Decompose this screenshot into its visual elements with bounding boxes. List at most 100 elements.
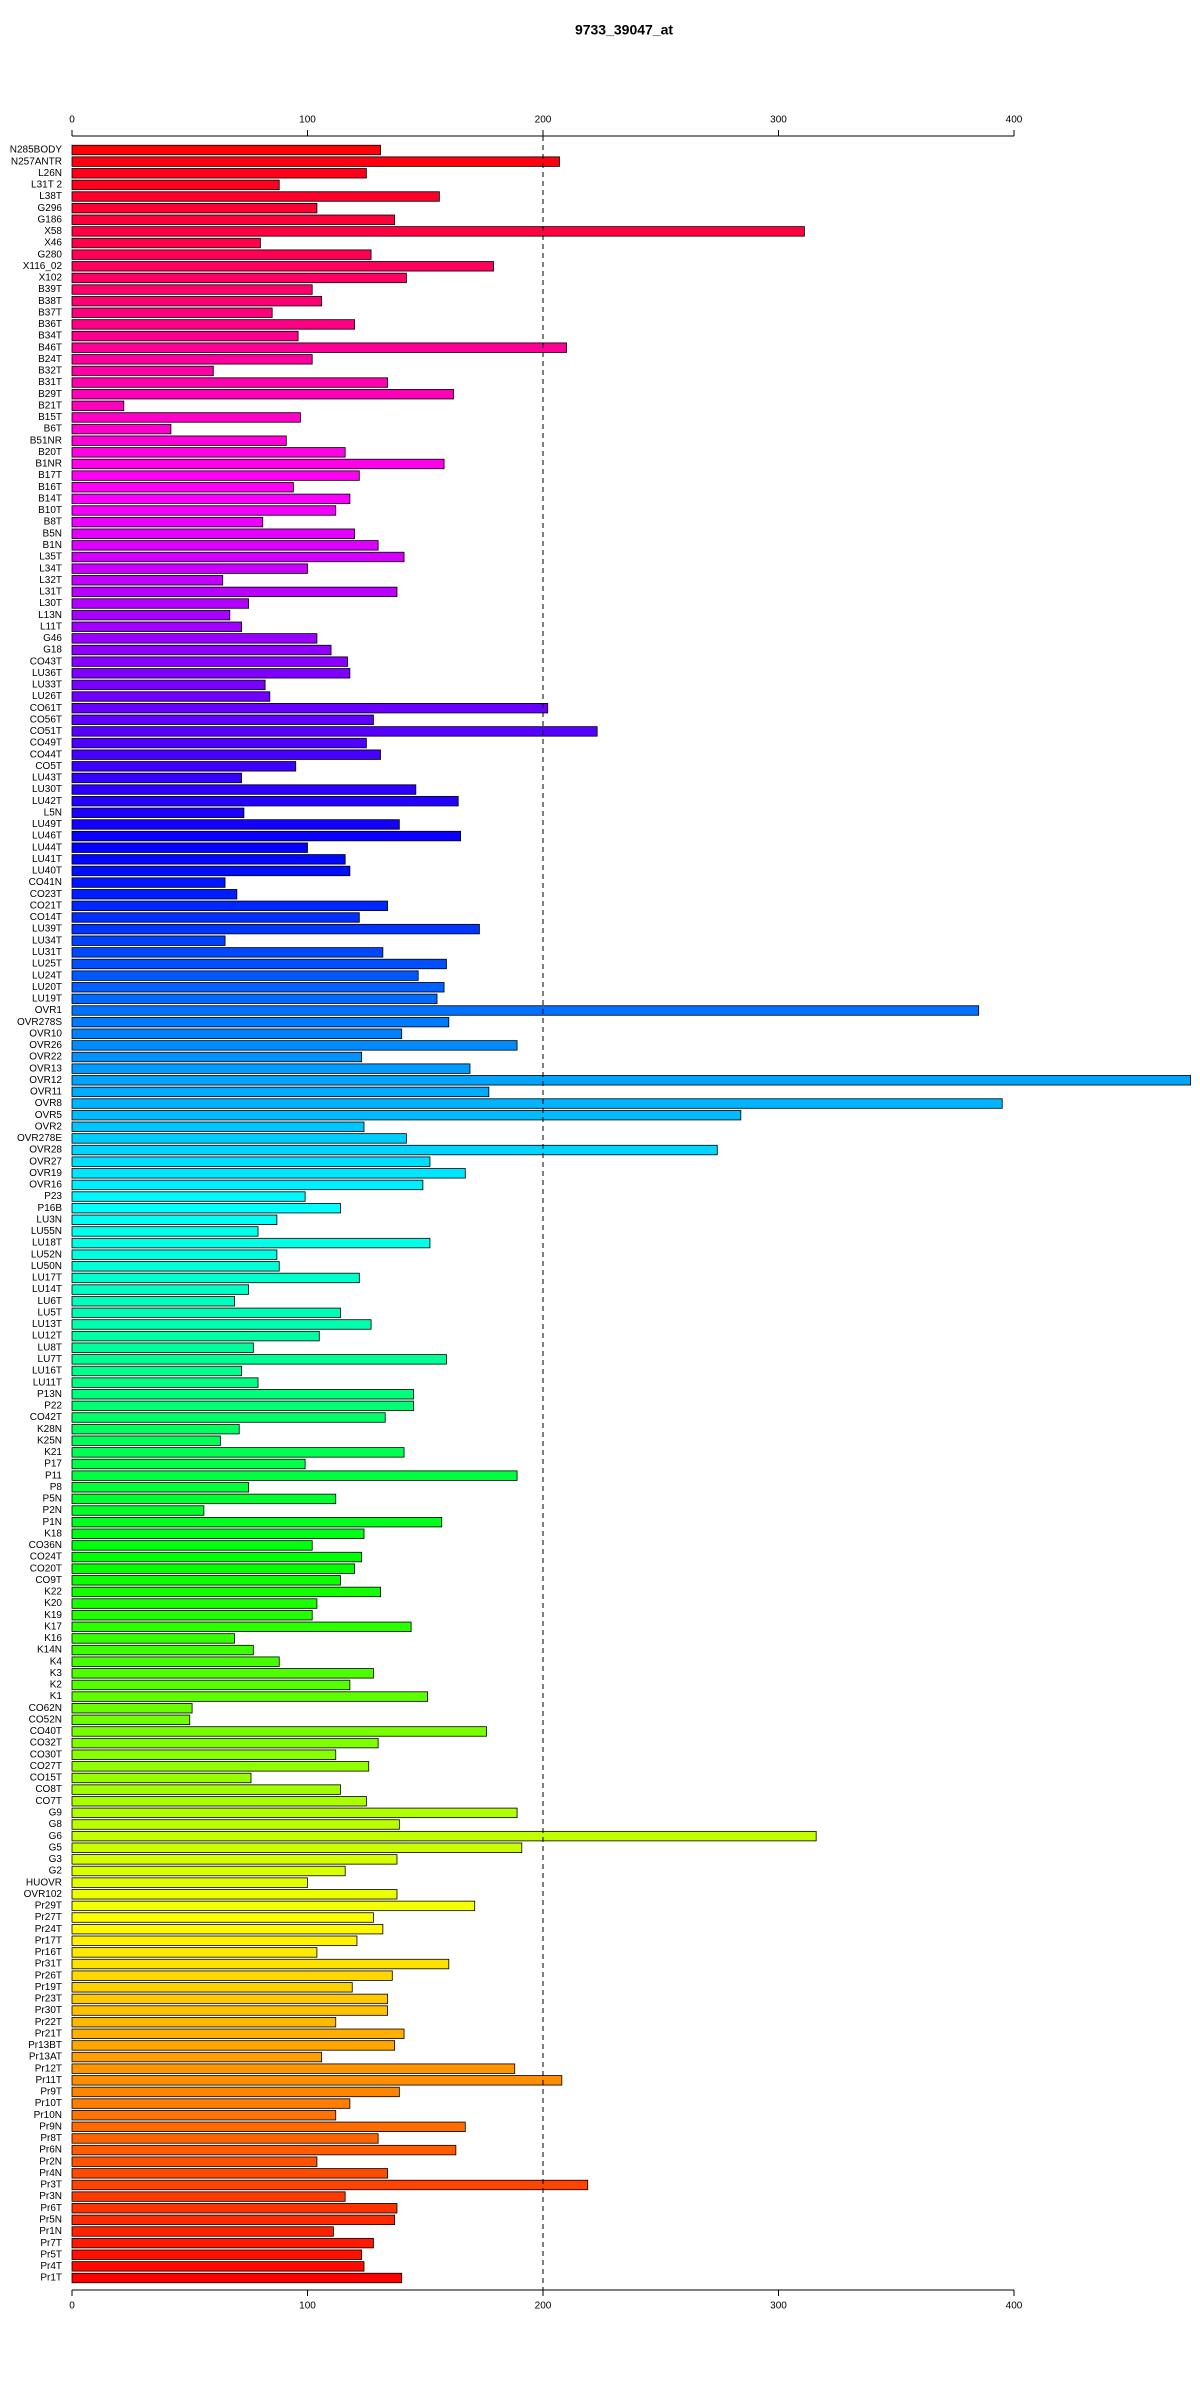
bar <box>71 307 273 318</box>
x-tick-label: 0 <box>69 2301 75 2312</box>
y-tick-label: Pr13BT <box>28 2040 62 2051</box>
y-tick-label: CO20T <box>30 1563 62 1574</box>
y-tick-label: K21 <box>44 1447 62 1458</box>
bar <box>71 1970 393 1981</box>
bar <box>71 2237 374 2249</box>
bar <box>71 1714 191 1726</box>
y-tick-label: X102 <box>39 273 63 284</box>
bar <box>71 1540 313 1551</box>
y-tick-label: K19 <box>44 1610 62 1621</box>
y-tick-label: HUOVR <box>26 1877 62 1888</box>
bar <box>71 2040 396 2051</box>
bar <box>71 1423 240 1435</box>
y-tick-label: P1N <box>43 1517 62 1528</box>
y-tick-label: LU19T <box>32 994 62 1005</box>
bar <box>71 842 308 853</box>
y-tick-label: Pr4T <box>40 2261 62 2272</box>
bar <box>71 1830 817 1842</box>
y-tick-label: Pr7T <box>40 2238 62 2249</box>
bar <box>71 1214 278 1225</box>
bar <box>71 1761 370 1772</box>
y-tick-label: OVR11 <box>30 1087 62 1098</box>
bar <box>71 1993 388 2005</box>
bar <box>71 1168 466 1179</box>
bar <box>71 1598 318 1609</box>
y-tick-label: L35T <box>39 552 62 563</box>
y-tick-label: B36T <box>38 319 62 330</box>
y-tick-label: B34T <box>38 331 62 342</box>
y-tick-label: L31T 2 <box>31 180 62 191</box>
bar <box>71 1458 306 1470</box>
bar <box>71 1563 356 1574</box>
y-tick-label: L32T <box>39 575 62 586</box>
bar <box>71 2226 334 2237</box>
y-tick-label: K2 <box>50 1680 63 1691</box>
bar <box>71 958 447 970</box>
y-tick-label: Pr11T <box>36 2075 63 2086</box>
bar <box>71 2179 589 2191</box>
bar <box>71 772 242 784</box>
bar <box>71 482 294 493</box>
bar <box>71 156 560 167</box>
y-tick-label: LU41T <box>32 854 62 865</box>
y-tick-label: P11 <box>45 1470 62 1481</box>
y-tick-label: Pr29T <box>35 1901 62 1912</box>
y-tick-label: OVR5 <box>35 1110 63 1121</box>
y-tick-label: Pr10N <box>34 2110 62 2121</box>
y-tick-label: Pr16T <box>35 1947 62 1958</box>
y-tick-label: CO24T <box>30 1552 62 1563</box>
bar <box>71 726 598 737</box>
y-tick-label: Pr17T <box>35 1935 62 1946</box>
y-tick-label: Pr3T <box>40 2180 62 2191</box>
bar <box>71 1075 1192 1086</box>
y-tick-label: K16 <box>44 1633 62 1644</box>
y-tick-label: OVR27 <box>29 1156 62 1167</box>
y-tick-label: B29T <box>38 389 62 400</box>
y-tick-label: CO5T <box>35 761 62 772</box>
bar <box>71 644 332 656</box>
y-tick-label: CO27T <box>30 1761 62 1772</box>
y-tick-label: G9 <box>49 1808 63 1819</box>
bar <box>71 1261 280 1272</box>
y-tick-label: Pr4N <box>39 2168 62 2179</box>
y-tick-label: B46T <box>38 342 62 353</box>
y-tick-label: OVR16 <box>29 1180 62 1191</box>
y-tick-label: Pr26T <box>35 1970 62 1981</box>
y-tick-label: B31T <box>38 377 62 388</box>
bar <box>71 1889 398 1900</box>
y-tick-label: L13N <box>38 610 62 621</box>
y-tick-label: LU25T <box>32 959 62 970</box>
bar <box>71 400 125 411</box>
bar <box>71 168 367 179</box>
y-tick-label: G5 <box>49 1842 63 1853</box>
y-tick-label: OVR28 <box>29 1145 62 1156</box>
y-tick-label: L26N <box>38 168 62 179</box>
bar <box>71 1807 518 1819</box>
bar <box>71 889 238 900</box>
y-tick-label: OVR22 <box>29 1052 62 1063</box>
y-tick-label: Pr6N <box>39 2145 62 2156</box>
y-tick-label: OVR13 <box>29 1063 62 1074</box>
y-tick-label: L31T <box>39 587 62 598</box>
bar <box>71 1900 476 1912</box>
y-tick-label: OVR10 <box>29 1028 62 1039</box>
bar <box>71 1365 242 1377</box>
bar <box>71 1912 374 1923</box>
y-tick-label: N285BODY <box>10 145 63 156</box>
y-tick-label: L38T <box>39 191 62 202</box>
bar <box>71 1528 365 1539</box>
y-tick-label: LU30T <box>32 784 62 795</box>
bar <box>71 982 445 993</box>
y-tick-label: Pr2N <box>39 2156 62 2167</box>
y-tick-label: CO62N <box>29 1703 62 1714</box>
bar <box>71 679 266 691</box>
bar <box>71 1819 400 1830</box>
bar <box>71 2098 351 2109</box>
bar <box>71 935 226 946</box>
y-tick-label: K20 <box>44 1598 62 1609</box>
bar <box>71 598 250 609</box>
y-tick-label: CO43T <box>30 656 62 667</box>
bar <box>71 1772 252 1784</box>
bar <box>71 2203 398 2214</box>
